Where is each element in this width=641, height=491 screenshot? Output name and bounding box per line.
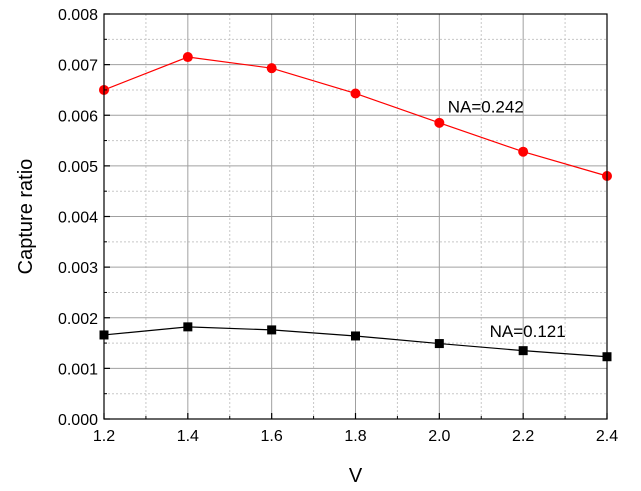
x-tick-label: 1.6 — [261, 428, 283, 445]
y-tick-label: 0.007 — [58, 58, 98, 75]
y-tick-label: 0.005 — [58, 159, 98, 176]
annotation-layer: NA=0.242 NA=0.121 — [448, 98, 566, 341]
data-point — [350, 88, 361, 99]
y-axis-title: Capture ratio — [15, 159, 37, 275]
y-tick-label: 0.001 — [58, 361, 98, 378]
ticks-layer: 1.2 1.4 1.6 1.8 2.0 2.2 2.4 0.000 0.001 0.002 0.00… — [58, 7, 618, 445]
x-axis-title: V — [349, 465, 363, 487]
series-annotation: NA=0.242 — [448, 98, 524, 117]
y-tick-label: 0.008 — [58, 7, 98, 24]
y-tick-label: 0.003 — [58, 260, 98, 277]
data-point — [434, 117, 445, 128]
data-point — [518, 346, 528, 356]
x-tick-label: 1.8 — [344, 428, 366, 445]
data-point — [182, 52, 193, 63]
x-tick-label: 2.0 — [428, 428, 450, 445]
data-point — [267, 325, 277, 335]
x-tick-label: 2.2 — [512, 428, 534, 445]
minor-grid — [104, 14, 607, 419]
y-tick-label: 0.002 — [58, 311, 98, 328]
y-tick-label: 0.000 — [58, 412, 98, 429]
x-tick-label: 1.2 — [93, 428, 115, 445]
data-point — [183, 322, 193, 332]
data-point — [434, 339, 444, 349]
major-grid — [104, 14, 607, 419]
data-point — [518, 146, 529, 157]
y-tick-label: 0.004 — [58, 210, 98, 227]
x-tick-label: 2.4 — [596, 428, 618, 445]
series-layer — [99, 52, 612, 362]
data-point — [351, 331, 360, 341]
x-tick-label: 1.4 — [177, 428, 199, 445]
series-annotation: NA=0.121 — [490, 322, 566, 341]
data-point — [266, 63, 277, 74]
y-tick-label: 0.006 — [58, 108, 98, 125]
